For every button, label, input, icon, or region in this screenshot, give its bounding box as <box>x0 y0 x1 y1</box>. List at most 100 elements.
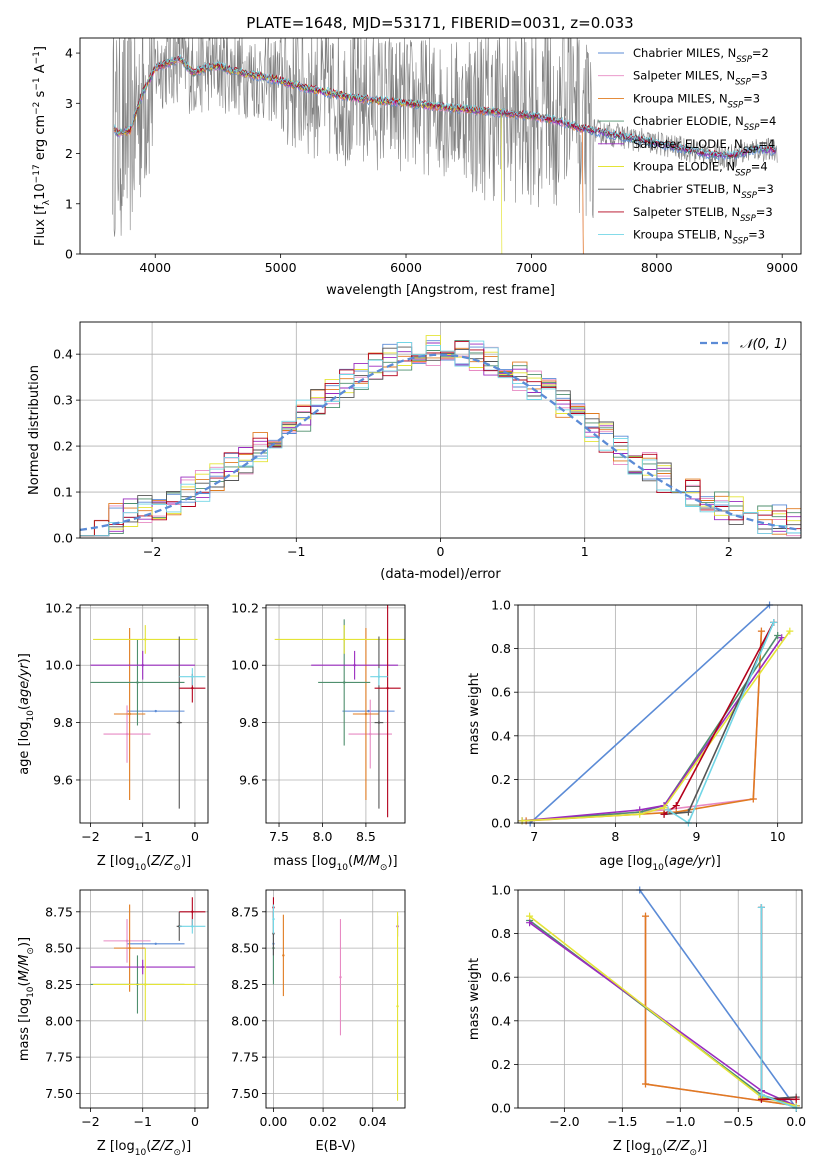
data-point <box>339 976 342 979</box>
y-tick-label: 9.8 <box>239 715 259 730</box>
y-tick-label: 0.2 <box>491 772 511 787</box>
weight-point-marker <box>664 806 672 814</box>
data-point <box>141 664 144 667</box>
x-axis-label-part: )] <box>181 1139 191 1154</box>
x-tick-label: 9 <box>693 829 701 844</box>
x-axis-label: Z [log10(Z/Z⊙)] <box>613 1139 707 1158</box>
x-axis-label-part: ( <box>146 854 151 869</box>
y-tick-label: 8.25 <box>45 977 73 992</box>
y-axis-label: age [log10(age/yr)] <box>17 653 36 775</box>
y-axis-label-part: M/M <box>17 955 32 982</box>
y-tick-label: 9.6 <box>53 772 73 787</box>
legend-label-sub: SSP <box>733 237 749 247</box>
y-tick-label: 0.0 <box>491 1101 511 1116</box>
y-axis-label-part: s <box>33 90 48 101</box>
y-axis-label: mass [log10(M/M⊙)] <box>17 937 36 1061</box>
x-tick-label: 7 <box>530 829 538 844</box>
weight-point-marker <box>792 1095 800 1103</box>
legend-label-text: Salpeter STELIB, N <box>633 205 740 219</box>
y-axis-label-part: )] <box>17 653 32 663</box>
weight-series-line <box>522 630 791 822</box>
legend-label-n: =3 <box>751 69 768 83</box>
y-tick-label: 8.75 <box>231 904 259 919</box>
weight-point-marker <box>757 1091 765 1099</box>
x-axis-label-part: ( <box>662 1139 667 1154</box>
x-axis-label-part: ⊙ <box>173 1148 181 1158</box>
y-tick-label: 8.75 <box>45 904 73 919</box>
histogram-series <box>80 335 801 537</box>
data-point <box>377 721 381 724</box>
y-axis-label-part: mass [log <box>17 998 32 1061</box>
y-tick-label: 8.25 <box>231 977 259 992</box>
legend-label-n: =3 <box>748 228 765 242</box>
x-axis-label-part: )] <box>181 854 191 869</box>
x-tick-label: −1 <box>133 829 151 844</box>
y-tick-label: 8.50 <box>231 941 259 956</box>
y-axis-label-part: −17 <box>32 164 42 183</box>
y-axis-label-part: ( <box>17 981 32 986</box>
y-tick-label: 0.8 <box>491 926 511 941</box>
x-axis-label-part: )] <box>697 1139 707 1154</box>
model-spectrum <box>113 54 777 158</box>
weight-point-marker <box>757 627 765 635</box>
y-axis-label: mass weight <box>467 673 482 755</box>
x-axis-label-part: Z/Z <box>666 1139 690 1154</box>
y-tick-label: 8.50 <box>45 941 73 956</box>
legend-label: Salpeter ELODIE, NSSP=4 <box>633 137 775 156</box>
legend-label-text: Kroupa STELIB, N <box>633 228 733 242</box>
x-tick-label: −0.5 <box>723 1114 753 1129</box>
y-tick-label: 0.2 <box>53 439 73 454</box>
x-axis-label: age [log10(age/yr)] <box>599 854 721 873</box>
model-spectrum <box>113 57 584 254</box>
y-tick-label: 0.4 <box>53 347 73 362</box>
legend-label-sub: SSP <box>736 55 752 65</box>
observed-spectrum <box>112 38 778 237</box>
legend-label-text: Kroupa ELODIE, N <box>633 160 735 174</box>
x-axis-label-part: Z/Z <box>150 854 174 869</box>
y-axis-label-part: ] <box>33 46 48 51</box>
x-tick-label: 2 <box>725 544 733 559</box>
y-tick-label: 0.8 <box>491 641 511 656</box>
legend-label-text: Chabrier MILES, N <box>633 46 736 60</box>
weight-point-marker <box>749 795 757 803</box>
x-axis-label-part: M/M <box>353 854 380 869</box>
legend-label-n: =3 <box>743 91 760 105</box>
y-axis-label-part: −2 <box>32 102 42 115</box>
data-point <box>136 681 139 684</box>
x-tick-label: 0.00 <box>260 1114 288 1129</box>
x-tick-label: 0 <box>437 544 445 559</box>
legend-label-n: =4 <box>751 160 768 174</box>
x-tick-label: −2.0 <box>549 1114 579 1129</box>
weight-point-marker <box>770 618 778 626</box>
data-point <box>396 1005 399 1008</box>
data-point <box>364 712 368 716</box>
weight-series-line <box>526 631 763 822</box>
legend-label-sub: SSP <box>743 146 759 156</box>
y-tick-label: 0.4 <box>491 1013 511 1028</box>
histogram-series <box>80 340 801 537</box>
x-axis-label: Z [log10(Z/Z⊙)] <box>97 1139 191 1158</box>
y-axis-label-part: age/yr <box>17 662 32 705</box>
y-tick-label: 7.50 <box>231 1086 259 1101</box>
model-spectrum <box>113 57 777 161</box>
x-tick-label: 8.0 <box>313 829 333 844</box>
weight-point-marker <box>642 1080 650 1088</box>
data-point <box>144 638 147 641</box>
weight-point-marker <box>757 903 765 911</box>
data-point <box>125 732 129 736</box>
x-axis-label: Z [log10(Z/Z⊙)] <box>97 854 191 873</box>
axes-frame <box>265 604 406 824</box>
x-tick-label: 1 <box>581 544 589 559</box>
y-tick-label: 10.2 <box>45 600 73 615</box>
weight-point-marker <box>672 802 680 810</box>
y-axis-label: mass weight <box>467 958 482 1040</box>
x-axis-label-part: ⊙ <box>689 1148 697 1158</box>
legend-label-n: =3 <box>756 205 773 219</box>
weight-point-marker <box>526 919 534 927</box>
weight-series-line <box>760 907 797 1108</box>
legend-label-n: =4 <box>758 137 775 151</box>
histogram-series <box>80 341 801 537</box>
data-point <box>141 965 144 969</box>
x-tick-label: 7.5 <box>269 829 289 844</box>
